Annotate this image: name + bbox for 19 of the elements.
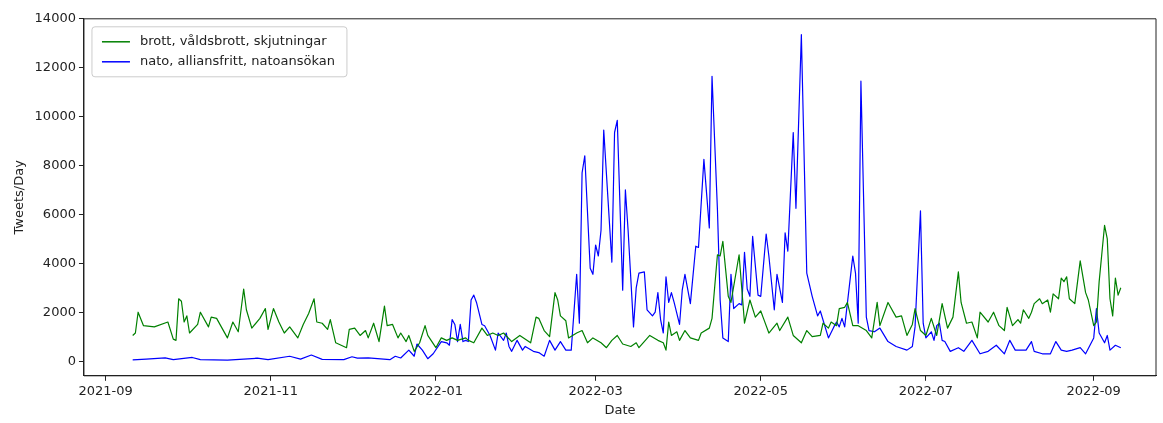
legend-label: nato, alliansfritt, natoansökan (139, 53, 335, 69)
y-tick-label: 14000 (34, 10, 76, 26)
x-tick-label: 2021-11 (243, 382, 298, 398)
x-tick-label: 2022-01 (408, 382, 464, 398)
y-tick-label: 12000 (34, 59, 76, 75)
y-tick-label: 6000 (42, 205, 76, 221)
legend-label: brott, våldsbrott, skjutningar (139, 33, 328, 49)
y-tick-label: 10000 (34, 107, 76, 123)
y-tick-label: 0 (67, 352, 76, 368)
y-tick-label: 4000 (42, 254, 76, 270)
y-tick-label: 2000 (42, 303, 76, 319)
x-tick-label: 2022-03 (568, 382, 623, 398)
x-tick-label: 2021-09 (78, 382, 133, 398)
y-tick-label: 8000 (42, 156, 76, 172)
y-axis-title: Tweets/Day (11, 159, 27, 236)
x-tick-label: 2022-07 (898, 382, 954, 398)
x-axis-title: Date (604, 401, 636, 417)
x-tick-label: 2022-05 (733, 382, 788, 398)
x-tick-label: 2022-09 (1066, 382, 1121, 398)
